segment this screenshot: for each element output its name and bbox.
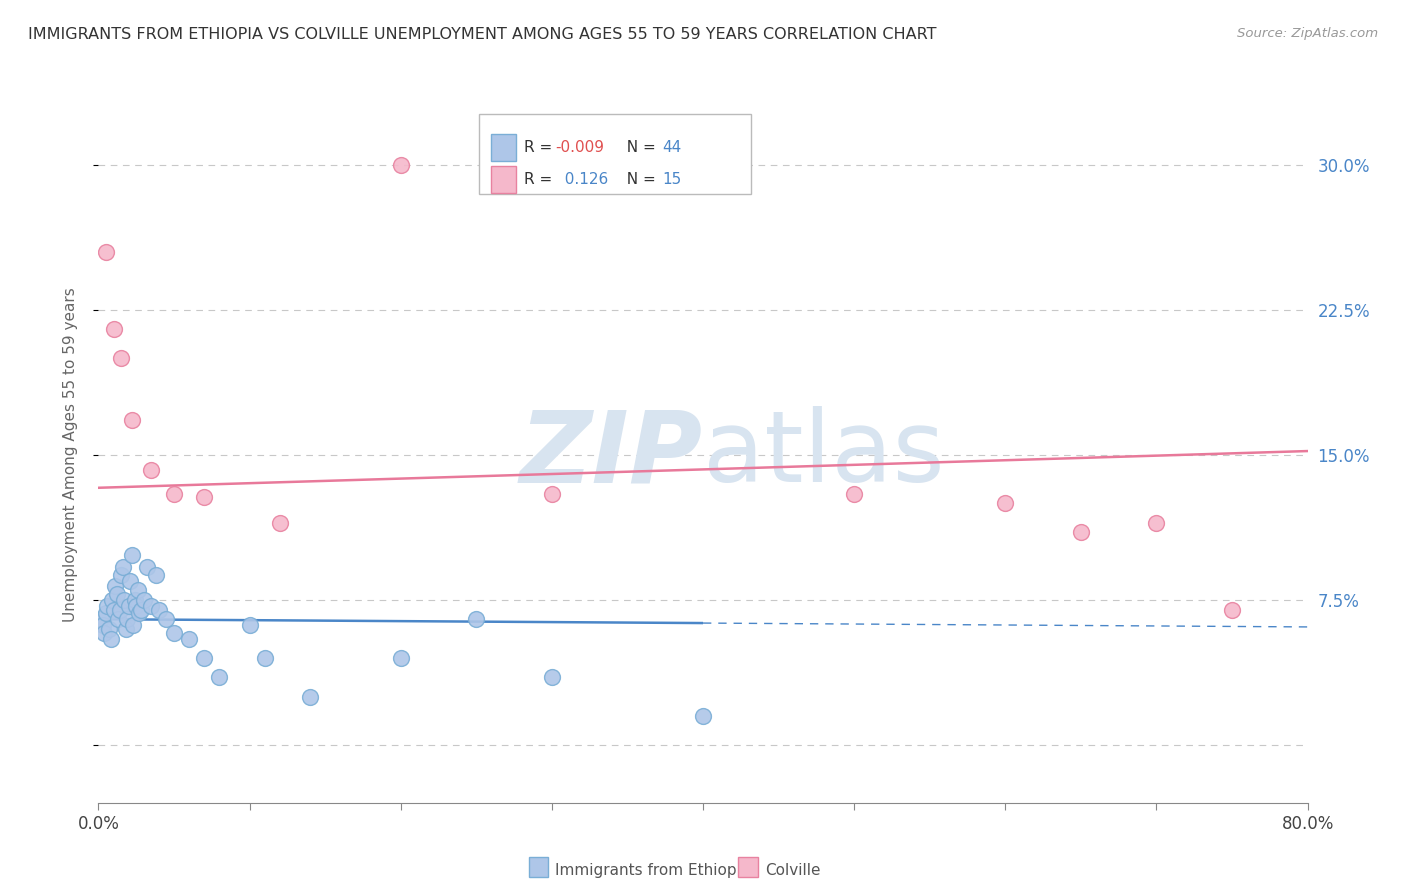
- Point: [96, 599, 118, 613]
- Text: 0.126: 0.126: [555, 172, 609, 187]
- Text: N =: N =: [617, 172, 661, 187]
- Text: atlas: atlas: [703, 407, 945, 503]
- Text: R =: R =: [524, 172, 557, 187]
- Point: [103, 322, 125, 336]
- Point: [141, 463, 163, 477]
- Point: [299, 690, 322, 704]
- Point: [103, 602, 125, 616]
- Point: [118, 599, 141, 613]
- Point: [193, 491, 215, 505]
- Text: IMMIGRANTS FROM ETHIOPIA VS COLVILLE UNEMPLOYMENT AMONG AGES 55 TO 59 YEARS CORR: IMMIGRANTS FROM ETHIOPIA VS COLVILLE UNE…: [28, 27, 936, 42]
- Point: [389, 158, 412, 172]
- Point: [115, 612, 138, 626]
- Point: [110, 351, 132, 366]
- Point: [148, 602, 170, 616]
- Point: [1220, 602, 1243, 616]
- Point: [94, 607, 117, 621]
- Point: [107, 612, 129, 626]
- Text: -0.009: -0.009: [555, 140, 605, 155]
- Point: [163, 625, 186, 640]
- Point: [100, 632, 122, 646]
- Point: [389, 651, 412, 665]
- Point: [193, 651, 215, 665]
- Text: R =: R =: [524, 140, 557, 155]
- Point: [994, 496, 1017, 510]
- Text: Source: ZipAtlas.com: Source: ZipAtlas.com: [1237, 27, 1378, 40]
- Point: [1146, 516, 1168, 530]
- Text: Colville: Colville: [765, 863, 820, 878]
- Point: [121, 549, 143, 563]
- Point: [844, 486, 866, 500]
- Point: [90, 612, 112, 626]
- Point: [125, 599, 148, 613]
- Point: [129, 602, 152, 616]
- Point: [110, 567, 132, 582]
- Point: [120, 574, 142, 588]
- Point: [541, 670, 564, 684]
- Point: [93, 625, 115, 640]
- Point: [122, 618, 145, 632]
- Text: 15: 15: [662, 172, 682, 187]
- Point: [1070, 525, 1092, 540]
- Point: [108, 602, 131, 616]
- Y-axis label: Unemployment Among Ages 55 to 59 years: Unemployment Among Ages 55 to 59 years: [63, 287, 77, 623]
- Point: [132, 592, 155, 607]
- Point: [163, 486, 186, 500]
- Point: [127, 583, 149, 598]
- Point: [253, 651, 276, 665]
- Point: [98, 622, 121, 636]
- Point: [141, 599, 163, 613]
- Point: [541, 486, 564, 500]
- Point: [135, 560, 157, 574]
- Point: [105, 587, 128, 601]
- Point: [179, 632, 201, 646]
- Text: ZIP: ZIP: [520, 407, 703, 503]
- Point: [101, 592, 124, 607]
- Point: [121, 413, 143, 427]
- Point: [155, 612, 177, 626]
- Point: [145, 567, 167, 582]
- Point: [114, 622, 136, 636]
- Text: Immigrants from Ethiopia: Immigrants from Ethiopia: [555, 863, 751, 878]
- Point: [239, 618, 262, 632]
- Point: [112, 592, 135, 607]
- Text: N =: N =: [617, 140, 661, 155]
- Point: [208, 670, 231, 684]
- Point: [94, 244, 117, 259]
- Point: [104, 579, 127, 593]
- Point: [111, 560, 134, 574]
- Point: [91, 618, 114, 632]
- Point: [124, 592, 146, 607]
- Point: [269, 516, 291, 530]
- Point: [692, 708, 714, 723]
- Text: 44: 44: [662, 140, 682, 155]
- Point: [128, 607, 150, 621]
- Point: [465, 612, 488, 626]
